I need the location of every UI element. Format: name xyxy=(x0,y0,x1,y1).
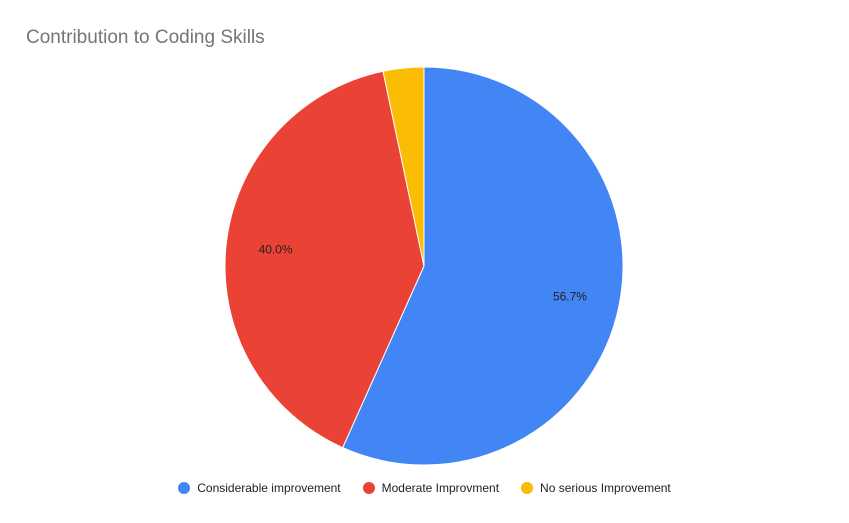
legend-swatch xyxy=(362,482,375,494)
legend: Considerable improvement Moderate Improv… xyxy=(0,481,849,495)
legend-item-considerable[interactable]: Considerable improvement xyxy=(178,481,341,495)
pie-slice-1[interactable] xyxy=(342,66,624,466)
pie-slice-3[interactable] xyxy=(382,66,425,267)
pie-slice-2[interactable] xyxy=(224,70,425,449)
legend-item-moderate[interactable]: Moderate Improvment xyxy=(362,481,500,495)
legend-swatch xyxy=(178,482,191,494)
legend-label: Considerable improvement xyxy=(197,481,341,495)
legend-label: No serious Improvement xyxy=(540,481,671,495)
legend-item-no-serious[interactable]: No serious Improvement xyxy=(521,481,671,495)
slice-label-1: 56.7% xyxy=(553,289,587,303)
legend-label: Moderate Improvment xyxy=(381,481,500,495)
chart-title: Contribution to Coding Skills xyxy=(26,27,265,48)
slice-label-2: 40.0% xyxy=(259,242,293,256)
legend-swatch xyxy=(521,482,534,494)
